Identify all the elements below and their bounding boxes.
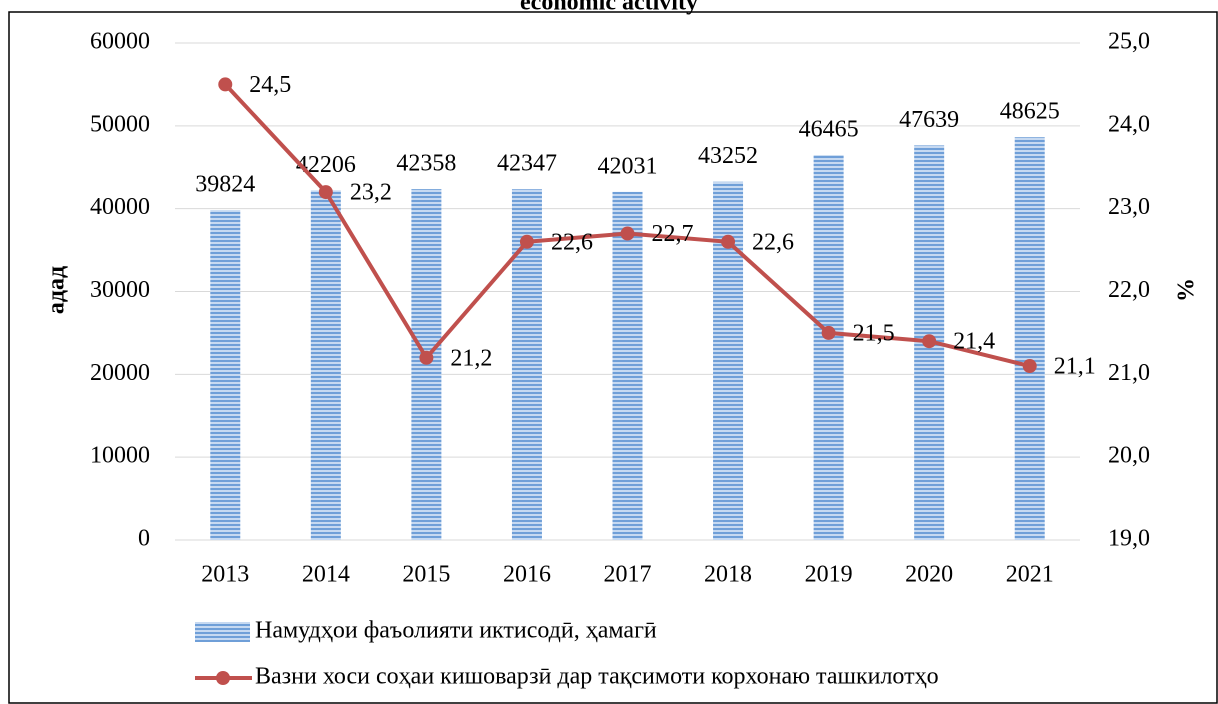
bar-label: 42358 <box>396 151 456 177</box>
y-tick-label: 50000 <box>90 111 150 137</box>
marker <box>821 325 836 340</box>
y-tick-label: 20000 <box>90 360 150 386</box>
marker <box>721 234 736 249</box>
marker <box>318 185 333 200</box>
y2-tick-label: 21,0 <box>1108 360 1150 386</box>
bar-label: 42347 <box>497 151 557 177</box>
bar <box>210 210 241 541</box>
line-label: 22,6 <box>752 229 794 255</box>
x-tick-label: 2015 <box>402 562 450 588</box>
bar <box>310 190 341 541</box>
x-tick-label: 2021 <box>1006 562 1054 588</box>
bar-label: 46465 <box>799 117 859 143</box>
y-tick-label: 30000 <box>90 277 150 303</box>
y-axis-title: адад <box>44 266 70 314</box>
y2-tick-label: 22,0 <box>1108 277 1150 303</box>
y-tick-label: 60000 <box>90 29 150 55</box>
line-label: 24,5 <box>249 72 291 98</box>
y2-axis-title: % <box>1174 278 1200 302</box>
line-label: 21,4 <box>953 329 995 355</box>
line-label: 21,1 <box>1054 354 1096 380</box>
x-tick-label: 2020 <box>905 562 953 588</box>
y2-tick-label: 19,0 <box>1108 526 1150 552</box>
legend-label: Вазни хоси соҳаи кишоварзӣ дар тақсимоти… <box>255 664 939 690</box>
y-tick-label: 40000 <box>90 194 150 220</box>
y-tick-label: 0 <box>138 526 150 552</box>
legend-marker <box>216 671 230 685</box>
x-tick-label: 2016 <box>503 562 551 588</box>
marker <box>1022 359 1037 374</box>
legend-label: Намудҳои фаъолияти иктисодӣ, ҳамагӣ <box>255 618 657 644</box>
marker <box>620 226 635 241</box>
x-tick-label: 2017 <box>604 562 652 588</box>
y2-tick-label: 20,0 <box>1108 443 1150 469</box>
x-tick-label: 2014 <box>302 562 350 588</box>
x-tick-label: 2013 <box>201 562 249 588</box>
bar-label: 39824 <box>195 172 255 198</box>
line-label: 22,7 <box>652 221 694 247</box>
y2-tick-label: 24,0 <box>1108 111 1150 137</box>
y2-tick-label: 25,0 <box>1108 29 1150 55</box>
y-tick-label: 10000 <box>90 443 150 469</box>
line-label: 21,2 <box>450 345 492 371</box>
bar-label: 42031 <box>598 153 658 179</box>
bar <box>813 155 844 540</box>
chart-title: economic activity <box>520 0 698 16</box>
marker <box>419 350 434 365</box>
y2-tick-label: 23,0 <box>1108 194 1150 220</box>
line-label: 22,6 <box>551 229 593 255</box>
bar <box>612 191 643 541</box>
marker <box>218 77 233 92</box>
bar-label: 42206 <box>296 152 356 178</box>
line-label: 21,5 <box>853 320 895 346</box>
bar-label: 48625 <box>1000 99 1060 125</box>
frame <box>8 11 1218 704</box>
x-tick-label: 2018 <box>704 562 752 588</box>
x-tick-label: 2019 <box>805 562 853 588</box>
line-label: 23,2 <box>350 180 392 206</box>
bar-label: 43252 <box>698 143 758 169</box>
marker <box>519 234 534 249</box>
bar <box>1014 137 1045 541</box>
marker <box>922 334 937 349</box>
legend-swatch <box>195 622 250 642</box>
bar-label: 47639 <box>899 107 959 133</box>
